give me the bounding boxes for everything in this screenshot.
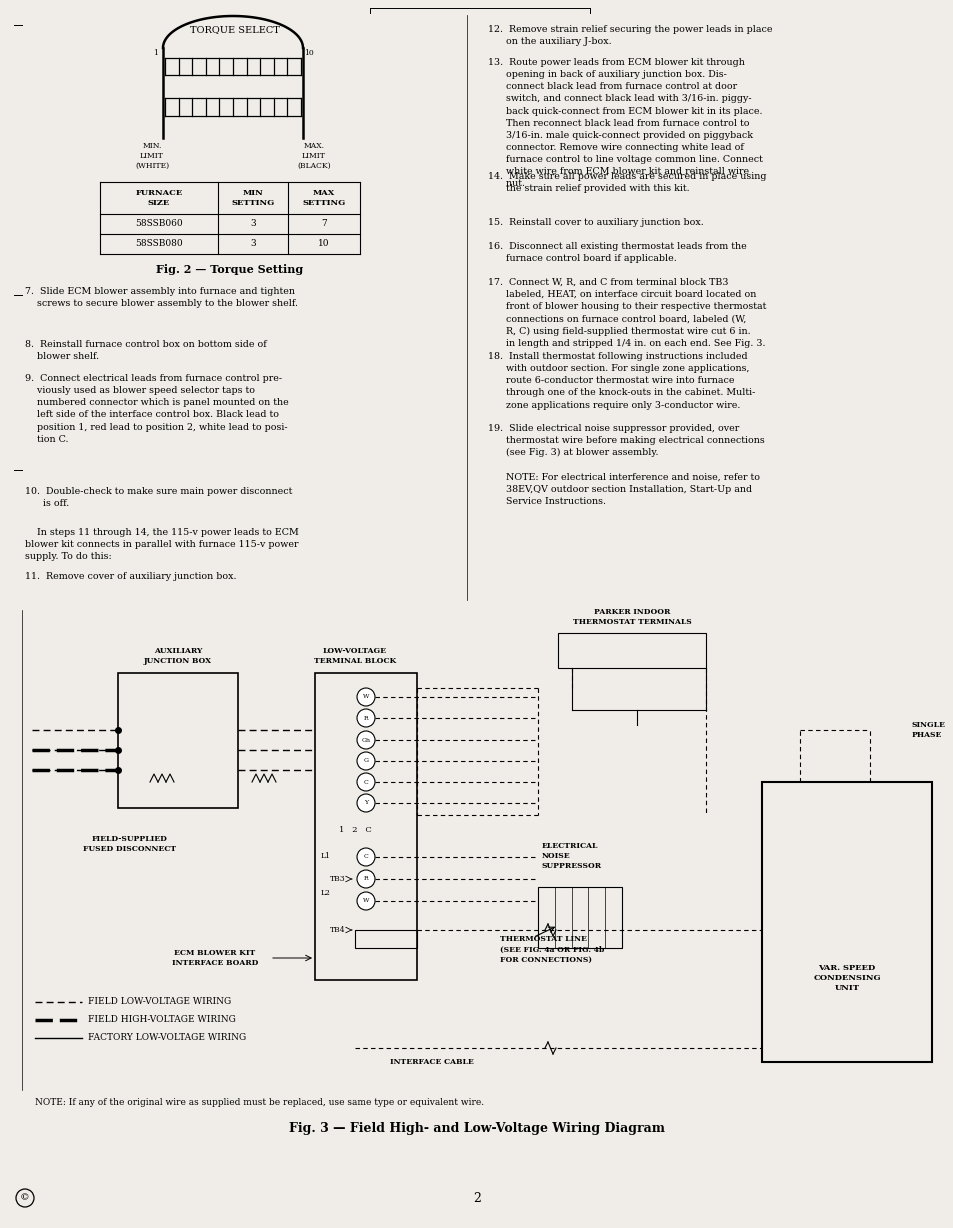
Text: 1   2   C: 1 2 C	[338, 826, 371, 834]
Text: FURNACE
SIZE: FURNACE SIZE	[135, 189, 182, 206]
Text: Y: Y	[363, 801, 368, 806]
Bar	[118, 673, 237, 808]
Text: 8.  Reinstall furnace control box on bottom side of
    blower shelf.: 8. Reinstall furnace control box on bott…	[25, 340, 267, 361]
Text: VAR. SPEED
CONDENSING
UNIT: VAR. SPEED CONDENSING UNIT	[812, 964, 880, 992]
Text: 18.  Install thermostat following instructions included
      with outdoor secti: 18. Install thermostat following instruc…	[488, 352, 755, 410]
Circle shape	[356, 772, 375, 791]
Circle shape	[356, 731, 375, 749]
Text: 11.  Remove cover of auxiliary junction box.: 11. Remove cover of auxiliary junction b…	[25, 572, 236, 581]
Bar	[761, 782, 931, 1062]
Text: 14.  Make sure all power leads are secured in place using
      the strain relie: 14. Make sure all power leads are secure…	[488, 172, 765, 193]
Text: Fig. 3 — Field High- and Low-Voltage Wiring Diagram: Fig. 3 — Field High- and Low-Voltage Wir…	[289, 1122, 664, 1135]
Text: R: R	[363, 877, 368, 882]
Text: ECM BLOWER KIT
INTERFACE BOARD: ECM BLOWER KIT INTERFACE BOARD	[172, 949, 258, 966]
Text: TORQUE SELECT: TORQUE SELECT	[190, 25, 279, 34]
Text: L1: L1	[320, 852, 330, 860]
Bar	[537, 887, 621, 948]
Circle shape	[356, 752, 375, 770]
Text: C: C	[363, 780, 368, 785]
Text: R: R	[363, 716, 368, 721]
Text: THERMOSTAT LINE
(SEE FIG. 4a OR FIG. 4b
FOR CONNECTIONS): THERMOSTAT LINE (SEE FIG. 4a OR FIG. 4b …	[499, 935, 603, 964]
Text: 10: 10	[304, 49, 314, 56]
Text: ©: ©	[20, 1194, 30, 1202]
Text: 17.  Connect W, R, and C from terminal block TB3
      labeled, HEAT, on interfa: 17. Connect W, R, and C from terminal bl…	[488, 278, 765, 348]
Text: MAX
SETTING: MAX SETTING	[302, 189, 345, 206]
Text: W: W	[362, 695, 369, 700]
Text: FIELD-SUPPLIED
FUSED DISCONNECT: FIELD-SUPPLIED FUSED DISCONNECT	[83, 835, 176, 852]
Text: 9.  Connect electrical leads from furnace control pre-
    viously used as blowe: 9. Connect electrical leads from furnace…	[25, 375, 289, 443]
Text: SINGLE
PHASE: SINGLE PHASE	[911, 721, 944, 739]
Text: W: W	[362, 899, 369, 904]
Text: FACTORY LOW-VOLTAGE WIRING: FACTORY LOW-VOLTAGE WIRING	[88, 1034, 246, 1043]
Text: 19.  Slide electrical noise suppressor provided, over
      thermostat wire befo: 19. Slide electrical noise suppressor pr…	[488, 424, 764, 506]
Circle shape	[356, 688, 375, 706]
Text: C: C	[363, 855, 368, 860]
Text: 3: 3	[250, 239, 255, 248]
Text: INTERFACE CABLE: INTERFACE CABLE	[390, 1059, 474, 1066]
Text: 10: 10	[318, 239, 330, 248]
Circle shape	[356, 849, 375, 866]
Text: L2: L2	[320, 889, 330, 896]
Text: 12.  Remove strain relief securing the power leads in place
      on the auxilia: 12. Remove strain relief securing the po…	[488, 25, 772, 47]
Text: 16.  Disconnect all existing thermostat leads from the
      furnace control boa: 16. Disconnect all existing thermostat l…	[488, 242, 746, 263]
Text: AUXILIARY
JUNCTION BOX: AUXILIARY JUNCTION BOX	[144, 647, 212, 666]
Text: TB3: TB3	[330, 876, 346, 883]
Text: PARKER INDOOR
THERMOSTAT TERMINALS: PARKER INDOOR THERMOSTAT TERMINALS	[572, 608, 691, 626]
Bar	[314, 673, 416, 980]
Text: NOTE: If any of the original wire as supplied must be replaced, use same type or: NOTE: If any of the original wire as sup…	[35, 1098, 483, 1106]
Circle shape	[356, 892, 375, 910]
Text: 58SSB060: 58SSB060	[135, 220, 183, 228]
Bar	[558, 632, 705, 668]
Bar	[355, 930, 416, 948]
Circle shape	[356, 795, 375, 812]
Text: 13.  Route power leads from ECM blower kit through
      opening in back of auxi: 13. Route power leads from ECM blower ki…	[488, 58, 762, 189]
Text: 1: 1	[153, 49, 158, 56]
Text: G: G	[363, 759, 368, 764]
Text: LOW-VOLTAGE
TERMINAL BLOCK: LOW-VOLTAGE TERMINAL BLOCK	[314, 647, 395, 666]
Text: In steps 11 through 14, the 115-v power leads to ECM
blower kit connects in para: In steps 11 through 14, the 115-v power …	[25, 528, 298, 561]
Text: TB4: TB4	[330, 926, 346, 935]
Text: Gh: Gh	[361, 738, 370, 743]
Circle shape	[356, 709, 375, 727]
Text: 15.  Reinstall cover to auxiliary junction box.: 15. Reinstall cover to auxiliary junctio…	[488, 219, 703, 227]
Text: 7.  Slide ECM blower assembly into furnace and tighten
    screws to secure blow: 7. Slide ECM blower assembly into furnac…	[25, 287, 297, 308]
Text: 7: 7	[321, 220, 327, 228]
Text: 2: 2	[473, 1191, 480, 1205]
Text: ELECTRICAL
NOISE
SUPPRESSOR: ELECTRICAL NOISE SUPPRESSOR	[541, 842, 601, 869]
Text: Fig. 2 — Torque Setting: Fig. 2 — Torque Setting	[156, 264, 303, 275]
Text: MIN
SETTING: MIN SETTING	[232, 189, 274, 206]
Text: FIELD LOW-VOLTAGE WIRING: FIELD LOW-VOLTAGE WIRING	[88, 997, 231, 1007]
Text: 10.  Double-check to make sure main power disconnect
      is off.: 10. Double-check to make sure main power…	[25, 488, 292, 508]
Text: 3: 3	[250, 220, 255, 228]
Circle shape	[356, 869, 375, 888]
Text: MIN.
LIMIT
(WHITE): MIN. LIMIT (WHITE)	[134, 142, 169, 169]
Text: FIELD HIGH-VOLTAGE WIRING: FIELD HIGH-VOLTAGE WIRING	[88, 1016, 235, 1024]
Text: MAX.
LIMIT
(BLACK): MAX. LIMIT (BLACK)	[297, 142, 331, 169]
Text: 58SSB080: 58SSB080	[135, 239, 183, 248]
